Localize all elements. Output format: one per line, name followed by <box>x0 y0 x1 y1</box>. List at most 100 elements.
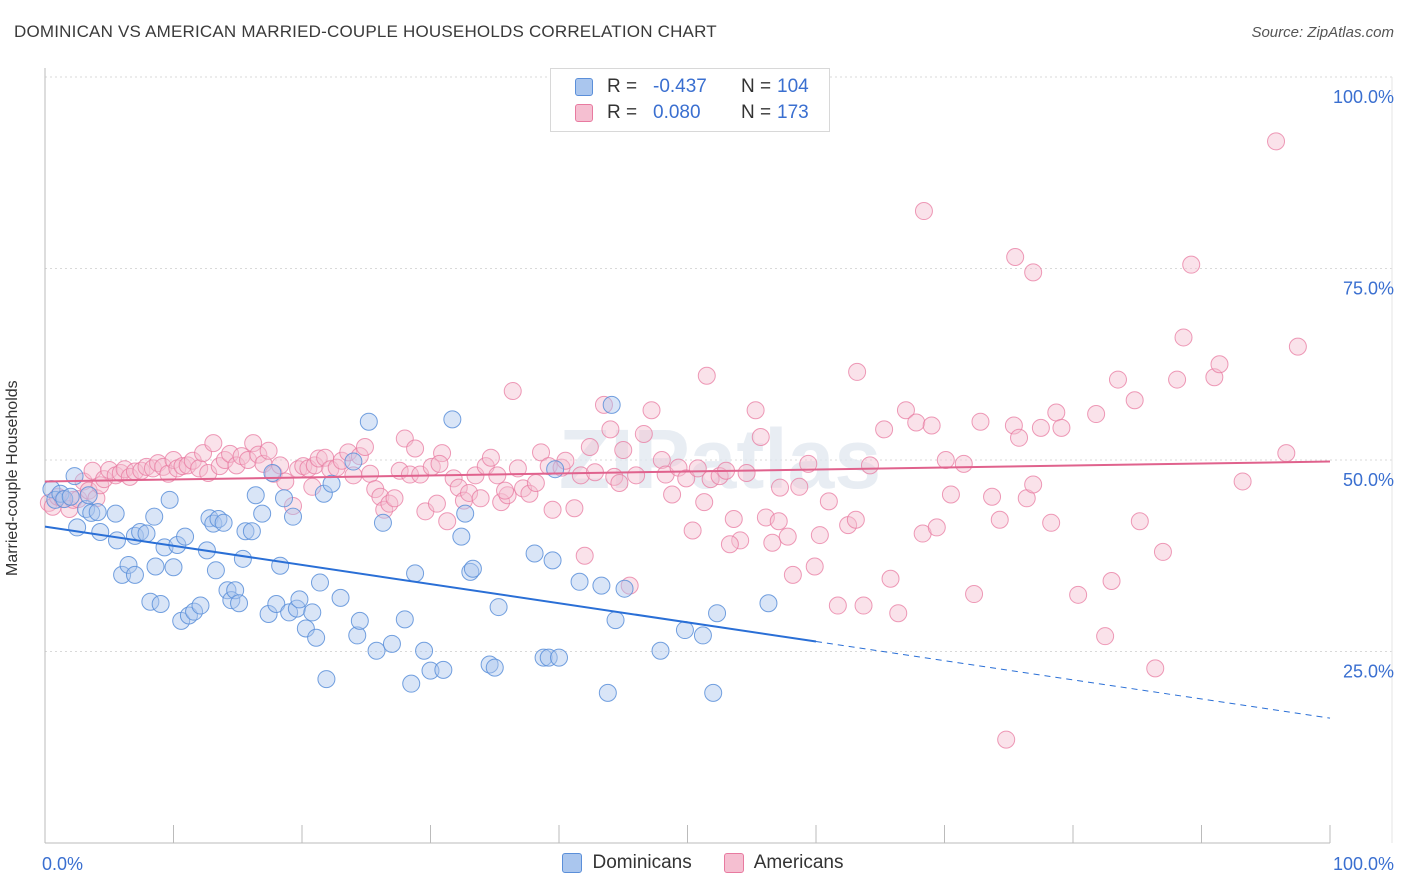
american-point <box>983 487 1002 506</box>
american-point <box>498 486 517 505</box>
legend-swatch-dominicans <box>562 853 583 873</box>
american-point <box>221 444 240 463</box>
american-point <box>620 576 639 595</box>
american-point <box>848 362 867 381</box>
american-point <box>731 531 750 550</box>
legend-n-label: N = <box>741 76 772 97</box>
dominican-point <box>233 549 252 568</box>
american-point <box>927 518 946 537</box>
dominican-point <box>79 486 98 505</box>
american-point <box>790 477 809 496</box>
y-tick-label: 25.0% <box>1343 662 1394 682</box>
dominican-point <box>119 555 138 574</box>
american-point <box>244 434 263 453</box>
american-point <box>95 470 114 489</box>
american-point <box>1010 428 1029 447</box>
legend-item-dominicans: Dominicans <box>562 852 692 874</box>
dominican-point <box>525 544 544 563</box>
american-point <box>400 465 419 484</box>
american-point <box>1102 572 1121 591</box>
dominican-point <box>651 641 670 660</box>
american-point <box>805 557 824 576</box>
american-point <box>1233 472 1252 491</box>
dominicans-trend-line <box>44 525 817 643</box>
dominican-point <box>348 626 367 645</box>
american-point <box>1031 418 1050 437</box>
gridlines <box>45 76 1393 843</box>
american-point <box>183 451 202 470</box>
american-point <box>677 469 696 488</box>
dominican-point <box>598 683 617 702</box>
american-point <box>634 424 653 443</box>
dominican-point <box>373 513 392 532</box>
american-point <box>860 456 879 475</box>
dominican-point <box>271 556 290 575</box>
american-point <box>683 521 702 540</box>
dominican-point <box>314 484 333 503</box>
dominican-point <box>284 507 303 526</box>
dominican-point <box>259 604 278 623</box>
american-point <box>907 413 926 432</box>
american-point <box>627 466 646 485</box>
legend-r-label: R = <box>607 76 638 97</box>
american-point <box>355 437 374 456</box>
american-point <box>889 604 908 623</box>
american-point <box>688 459 707 478</box>
legend-n-value: 173 <box>777 102 809 123</box>
legend-swatch-americans <box>723 853 744 873</box>
american-point <box>1174 328 1193 347</box>
dominican-point <box>106 504 125 523</box>
chart-title: DOMINICAN VS AMERICAN MARRIED-COUPLE HOU… <box>14 22 717 41</box>
dominican-point <box>176 527 195 546</box>
american-point <box>427 494 446 513</box>
american-point <box>375 500 394 519</box>
tick-labels: 100.0% 75.0% 50.0% 25.0% 0.0% 100.0% <box>42 87 1394 874</box>
american-point <box>896 401 915 420</box>
american-point <box>965 585 984 604</box>
dominicans-trend-extension <box>815 641 1331 719</box>
dominican-point <box>230 594 249 613</box>
american-point <box>159 464 178 483</box>
american-point <box>460 483 479 502</box>
dominican-point <box>708 604 727 623</box>
american-point <box>971 412 990 431</box>
dominican-point <box>359 412 378 431</box>
american-point <box>580 437 599 456</box>
american-point <box>284 496 303 515</box>
american-point <box>227 456 246 475</box>
american-point <box>438 512 457 531</box>
american-point <box>1210 355 1229 374</box>
dominican-point <box>317 670 336 689</box>
dominican-point <box>88 503 107 522</box>
dominican-point <box>344 452 363 471</box>
american-point <box>724 509 743 528</box>
american-point <box>503 382 522 401</box>
dominicans-points <box>42 395 778 702</box>
dominican-point <box>307 628 326 647</box>
x-tick-label: 100.0% <box>1333 854 1394 874</box>
american-point <box>249 445 268 464</box>
dominican-point <box>322 474 341 493</box>
dominican-point <box>253 504 272 523</box>
legend-item-americans: Americans <box>723 852 844 874</box>
dominican-point <box>382 634 401 653</box>
american-point <box>433 444 452 463</box>
american-point <box>922 416 941 435</box>
dominican-point <box>164 558 183 577</box>
american-point <box>783 565 802 584</box>
american-point <box>239 451 258 469</box>
american-point <box>941 485 960 504</box>
stats-legend: R = -0.437 N = 104 R = 0.080 N = 173 <box>550 68 830 132</box>
dominican-point <box>704 683 723 702</box>
american-point <box>746 401 765 420</box>
american-point <box>339 443 358 462</box>
dominican-point <box>615 579 634 598</box>
american-point <box>954 454 973 473</box>
dominican-point <box>693 626 712 645</box>
dominican-point <box>331 588 350 607</box>
dominican-point <box>606 611 625 630</box>
american-point <box>492 493 511 512</box>
dominican-point <box>296 619 315 638</box>
legend-label-americans: Americans <box>753 852 844 873</box>
